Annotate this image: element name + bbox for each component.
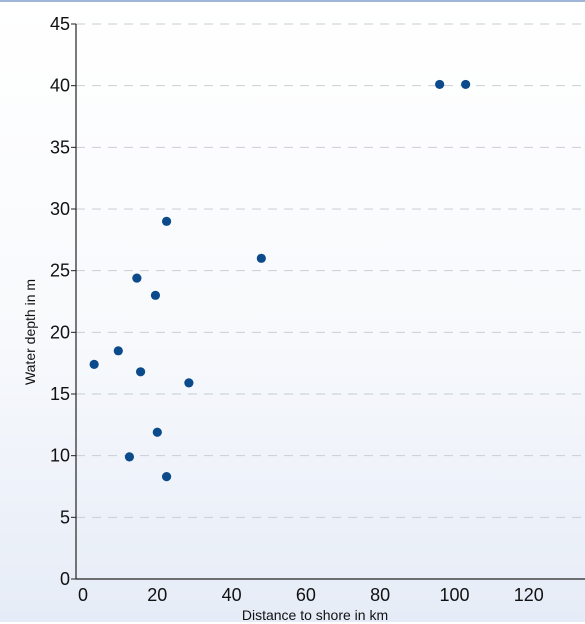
data-point-6 — [150, 290, 161, 300]
data-point-1 — [89, 359, 99, 369]
data-point-2 — [113, 346, 123, 356]
y-tick-label-40: 40 — [50, 76, 70, 96]
axes — [75, 24, 585, 580]
data-point-7 — [152, 427, 162, 437]
data-point-13 — [461, 79, 471, 90]
data-point-8 — [161, 216, 172, 226]
y-tick-label-5: 5 — [60, 507, 70, 527]
data-point-9 — [161, 472, 172, 482]
y-tick-label-20: 20 — [50, 322, 70, 342]
grid-lines — [76, 23, 585, 518]
data-point-12 — [435, 79, 445, 90]
x-tick-label-40: 40 — [222, 585, 242, 605]
x-tick-label-0: 0 — [78, 585, 88, 605]
data-point-10 — [184, 378, 194, 388]
x-axis-title: Distance to shore in km — [242, 607, 388, 623]
x-tick-label-120: 120 — [514, 585, 544, 605]
y-tick-label-0: 0 — [60, 569, 70, 589]
y-tick-label-10: 10 — [50, 446, 70, 466]
y-tick-label-35: 35 — [50, 137, 70, 157]
x-tick-label-60: 60 — [296, 585, 316, 605]
data-point-3 — [124, 452, 135, 462]
y-tick-label-45: 45 — [50, 14, 70, 34]
x-tick-label-80: 80 — [370, 585, 390, 605]
y-axis-title: Water depth in m — [22, 279, 38, 385]
data-point-5 — [135, 367, 146, 377]
y-tick-label-15: 15 — [50, 384, 70, 404]
data-point-11 — [256, 253, 266, 263]
tick-labels: 0 5 10 15 20 25 30 35 40 45 0 20 40 60 80 100 120 — [50, 14, 544, 605]
x-tick-label-20: 20 — [147, 585, 167, 605]
data-point-4 — [132, 273, 142, 283]
data-points — [89, 79, 471, 482]
y-tick-label-30: 30 — [50, 199, 70, 219]
y-tick-label-25: 25 — [50, 261, 70, 281]
x-tick-label-100: 100 — [439, 585, 469, 605]
